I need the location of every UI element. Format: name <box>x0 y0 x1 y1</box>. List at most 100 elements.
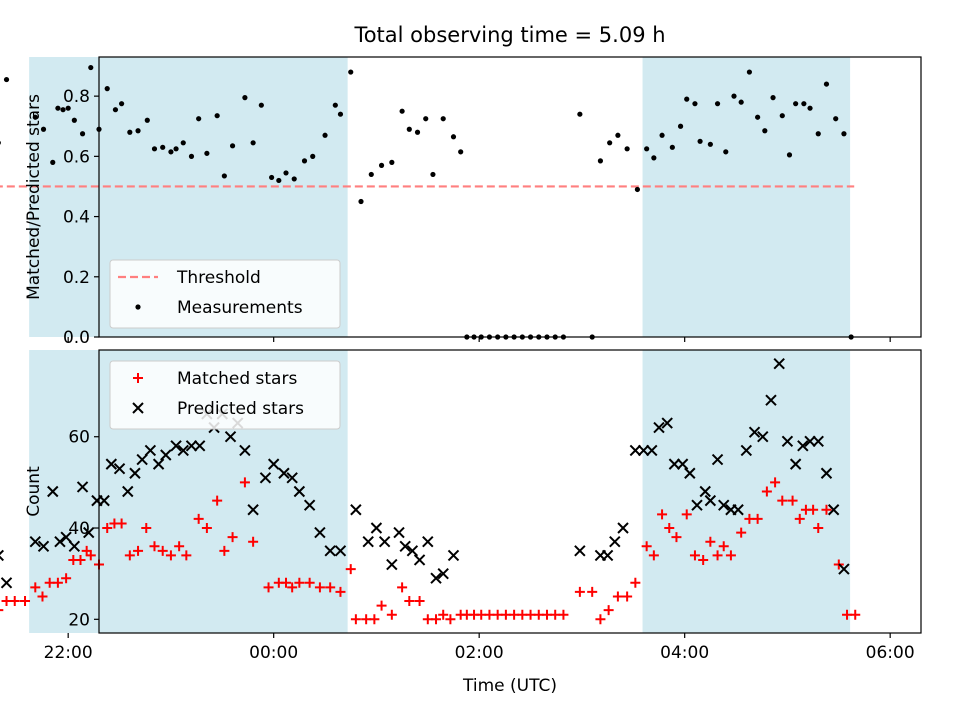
matched-star-point <box>770 477 781 488</box>
matched-star-point <box>657 509 668 520</box>
matched-star-point <box>787 495 798 506</box>
measurement-point <box>348 69 354 75</box>
measurement-point <box>3 76 10 83</box>
matched-star-point <box>219 545 230 556</box>
measurement-point <box>168 149 174 155</box>
measurement-point <box>60 107 66 113</box>
measurement-point <box>378 162 385 168</box>
measurement-point <box>597 158 604 164</box>
predicted-star-point <box>699 485 711 498</box>
predicted-star-point <box>653 421 665 434</box>
measurement-point <box>762 128 768 134</box>
matched-star-point <box>165 550 176 561</box>
predicted-star-point <box>812 435 824 447</box>
predicted-star-point <box>193 440 206 452</box>
measurement-point <box>841 131 847 137</box>
matched-star-point <box>648 550 659 561</box>
measurement-point <box>332 102 338 108</box>
matched-star-point <box>304 577 315 588</box>
predicted-star-point <box>765 394 777 406</box>
matched-star-point <box>85 550 96 561</box>
predicted-star-point <box>617 522 629 534</box>
y-tick-label: 20 <box>68 610 90 630</box>
predicted-star-point <box>136 453 148 466</box>
predicted-star-point <box>177 444 189 457</box>
matched-star-point <box>574 586 585 597</box>
matched-star-point <box>603 605 614 616</box>
measurement-point <box>55 105 61 111</box>
measurement-point <box>104 86 110 92</box>
matched-star-point <box>718 541 729 552</box>
predicted-star-point <box>47 485 59 498</box>
predicted-star-point <box>259 472 272 484</box>
legend-label: Measurements <box>177 298 303 318</box>
predicted-star-point <box>314 526 326 539</box>
matched-star-point <box>821 504 832 515</box>
matched-star-point <box>20 596 31 607</box>
legend-measurement-swatch <box>135 304 141 310</box>
measurement-point <box>32 114 38 120</box>
measurement-point <box>40 126 47 132</box>
measurement-point <box>414 129 421 135</box>
matched-star-point <box>712 550 723 561</box>
measurement-point <box>450 134 457 140</box>
predicted-star-point <box>732 504 744 516</box>
axes-frame <box>98 56 922 338</box>
legend-box <box>109 360 341 430</box>
legend-box <box>109 259 341 329</box>
x-axis-label: Time (UTC) <box>462 676 557 696</box>
shaded-interval-1 <box>642 350 851 633</box>
matched-star-point <box>414 596 425 607</box>
predicted-star-point <box>691 499 703 511</box>
predicted-star-point <box>676 458 689 470</box>
matched-star-point <box>9 596 20 607</box>
predicted-star-point <box>0 549 5 562</box>
predicted-star-point <box>399 540 411 552</box>
matched-star-point <box>671 532 682 543</box>
predicted-star-point <box>303 499 316 511</box>
matched-star-point <box>641 541 652 552</box>
predicted-star-point <box>68 540 81 552</box>
predicted-star-point <box>748 426 761 438</box>
predicted-star-point <box>422 536 434 548</box>
measurement-point <box>644 146 650 152</box>
predicted-star-point <box>0 577 13 589</box>
measurement-point <box>697 138 703 144</box>
predicted-star-point <box>160 449 172 461</box>
measurement-point <box>196 116 202 122</box>
matched-star-point <box>850 609 861 620</box>
matched-star-point <box>587 586 598 597</box>
measurement-point <box>707 141 713 147</box>
legend-predicted-swatch <box>132 402 144 414</box>
measurement-point <box>634 186 641 193</box>
measurement-point <box>173 146 179 152</box>
matched-star-point <box>0 609 4 612</box>
matched-star-point <box>37 591 48 602</box>
predicted-star-point <box>684 467 696 479</box>
y-tick-label: 0.6 <box>63 147 90 167</box>
measurement-point <box>770 95 776 101</box>
predicted-star-point <box>820 467 833 479</box>
matched-star-point <box>622 591 633 602</box>
predicted-star-point <box>170 440 182 452</box>
predicted-star-point <box>413 554 426 566</box>
matched-star-point <box>369 614 380 625</box>
measurement-point <box>823 81 830 87</box>
measurement-point <box>430 171 436 178</box>
measurement-point <box>112 107 119 113</box>
predicted-star-point <box>827 504 840 516</box>
predicted-star-point <box>789 458 802 470</box>
measurement-point <box>815 131 821 137</box>
legend-label: Threshold <box>176 268 261 288</box>
y-tick-label: 0.8 <box>63 87 90 107</box>
measurement-point <box>786 152 793 158</box>
figure-title: Total observing time = 5.09 h <box>353 23 665 47</box>
measurement-point <box>389 159 395 165</box>
measurement-point <box>807 105 813 111</box>
measurement-point <box>714 101 721 107</box>
matched-star-point <box>30 582 41 593</box>
predicted-star-point <box>797 440 809 452</box>
y-axis-label: Count <box>24 466 44 517</box>
matched-star-point <box>287 582 298 593</box>
measurement-point <box>127 129 133 135</box>
